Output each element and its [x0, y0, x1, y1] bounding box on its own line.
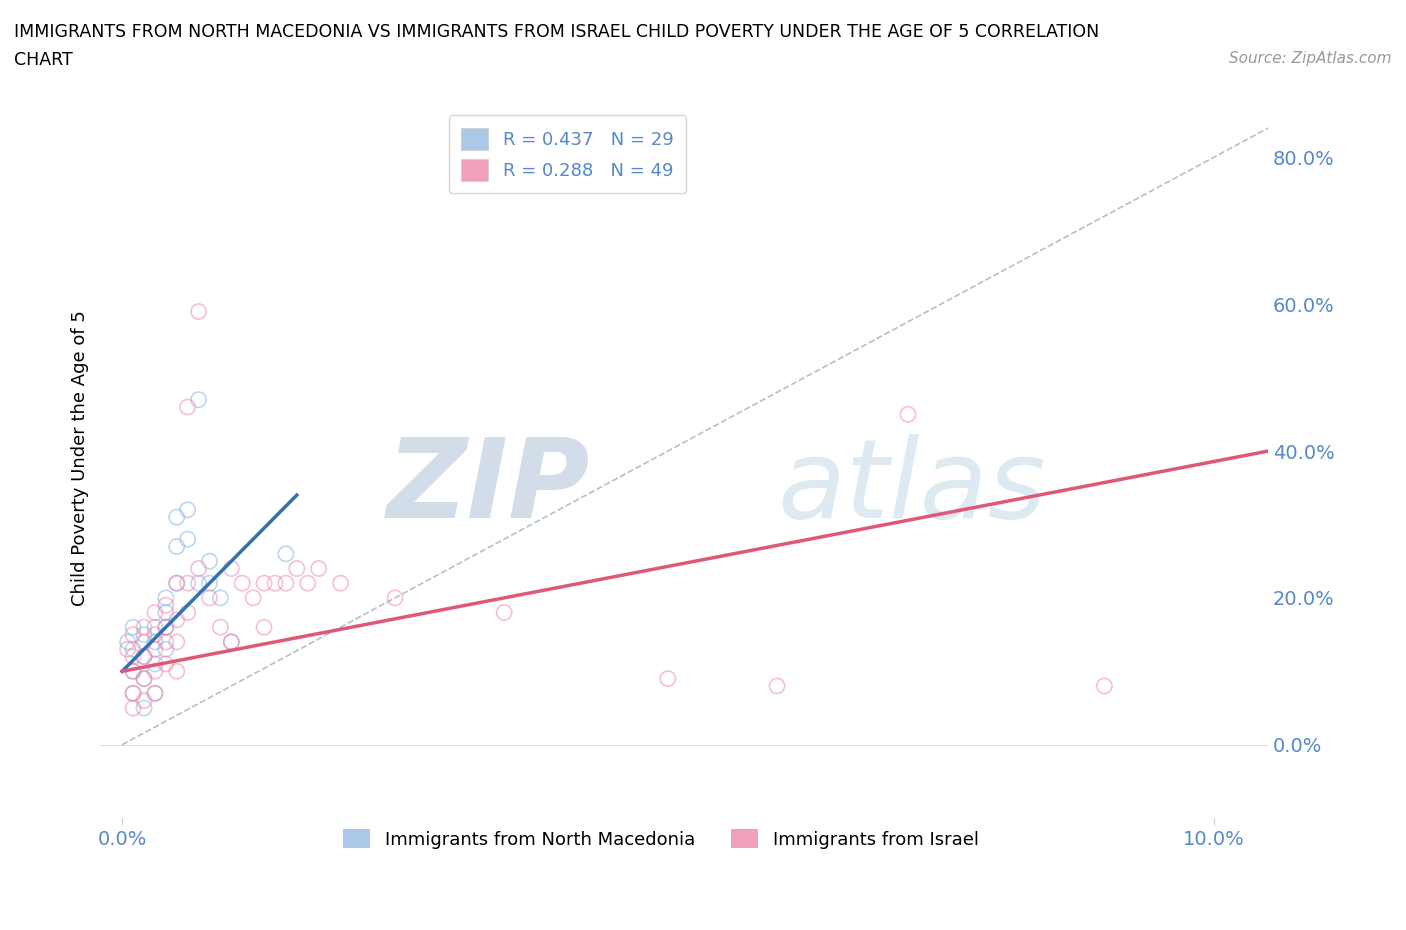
Point: [176, 532, 198, 547]
Point: [122, 664, 145, 679]
Text: CHART: CHART: [14, 51, 73, 69]
Y-axis label: Child Poverty Under the Age of 5: Child Poverty Under the Age of 5: [72, 311, 89, 606]
Point: [122, 700, 145, 715]
Point: [166, 634, 188, 649]
Point: [253, 619, 276, 634]
Point: [132, 671, 155, 686]
Point: [187, 304, 209, 319]
Point: [176, 502, 198, 517]
Point: [143, 685, 166, 700]
Point: [117, 642, 139, 657]
Point: [155, 591, 177, 605]
Point: [221, 634, 243, 649]
Point: [143, 605, 166, 620]
Point: [285, 561, 308, 576]
Point: [274, 576, 297, 591]
Point: [132, 693, 155, 708]
Point: [242, 591, 264, 605]
Point: [176, 605, 198, 620]
Point: [122, 627, 145, 642]
Point: [132, 627, 155, 642]
Point: [209, 591, 232, 605]
Point: [166, 613, 188, 628]
Point: [122, 685, 145, 700]
Point: [132, 634, 155, 649]
Point: [155, 657, 177, 671]
Point: [143, 664, 166, 679]
Point: [143, 685, 166, 700]
Point: [329, 576, 352, 591]
Point: [132, 671, 155, 686]
Legend: Immigrants from North Macedonia, Immigrants from Israel: Immigrants from North Macedonia, Immigra…: [332, 818, 990, 859]
Point: [166, 576, 188, 591]
Point: [198, 591, 221, 605]
Point: [187, 561, 209, 576]
Point: [657, 671, 679, 686]
Point: [166, 664, 188, 679]
Point: [122, 619, 145, 634]
Text: ZIP: ZIP: [387, 433, 591, 540]
Point: [143, 634, 166, 649]
Point: [132, 700, 155, 715]
Point: [122, 649, 145, 664]
Point: [766, 679, 789, 694]
Point: [187, 392, 209, 407]
Point: [231, 576, 253, 591]
Point: [166, 576, 188, 591]
Point: [264, 576, 287, 591]
Point: [253, 576, 276, 591]
Point: [143, 657, 166, 671]
Point: [155, 634, 177, 649]
Point: [209, 619, 232, 634]
Point: [176, 576, 198, 591]
Point: [143, 619, 166, 634]
Point: [221, 634, 243, 649]
Point: [155, 642, 177, 657]
Point: [155, 598, 177, 613]
Text: Source: ZipAtlas.com: Source: ZipAtlas.com: [1229, 51, 1392, 66]
Point: [221, 561, 243, 576]
Point: [897, 407, 920, 422]
Point: [384, 591, 406, 605]
Point: [122, 685, 145, 700]
Point: [1094, 679, 1116, 694]
Text: atlas: atlas: [778, 433, 1046, 540]
Point: [176, 400, 198, 415]
Point: [143, 627, 166, 642]
Point: [132, 649, 155, 664]
Point: [198, 553, 221, 568]
Point: [117, 634, 139, 649]
Point: [122, 642, 145, 657]
Point: [155, 619, 177, 634]
Point: [132, 619, 155, 634]
Point: [274, 547, 297, 562]
Point: [155, 605, 177, 620]
Point: [155, 619, 177, 634]
Point: [132, 649, 155, 664]
Point: [166, 510, 188, 525]
Point: [198, 576, 221, 591]
Point: [297, 576, 319, 591]
Point: [187, 576, 209, 591]
Point: [494, 605, 516, 620]
Point: [143, 642, 166, 657]
Text: IMMIGRANTS FROM NORTH MACEDONIA VS IMMIGRANTS FROM ISRAEL CHILD POVERTY UNDER TH: IMMIGRANTS FROM NORTH MACEDONIA VS IMMIG…: [14, 23, 1099, 41]
Point: [308, 561, 330, 576]
Point: [166, 539, 188, 554]
Point: [122, 664, 145, 679]
